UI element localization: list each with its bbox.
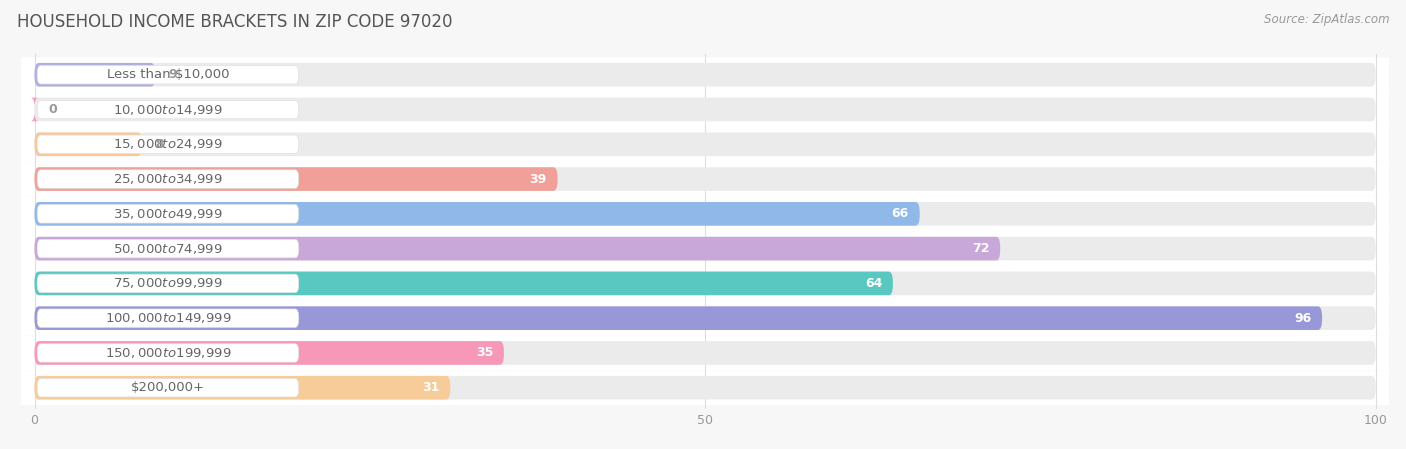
Text: 31: 31	[422, 381, 440, 394]
Text: 9: 9	[169, 68, 177, 81]
Text: $200,000+: $200,000+	[131, 381, 205, 394]
FancyBboxPatch shape	[37, 309, 298, 327]
FancyBboxPatch shape	[37, 135, 298, 154]
FancyBboxPatch shape	[37, 100, 298, 119]
Text: $100,000 to $149,999: $100,000 to $149,999	[104, 311, 231, 325]
Text: $75,000 to $99,999: $75,000 to $99,999	[112, 277, 222, 291]
Text: Source: ZipAtlas.com: Source: ZipAtlas.com	[1264, 13, 1389, 26]
Text: 66: 66	[891, 207, 908, 220]
FancyBboxPatch shape	[21, 127, 1389, 162]
FancyBboxPatch shape	[35, 63, 155, 87]
FancyBboxPatch shape	[35, 98, 1375, 121]
FancyBboxPatch shape	[21, 231, 1389, 266]
FancyBboxPatch shape	[35, 341, 503, 365]
Text: 0: 0	[48, 103, 56, 116]
FancyBboxPatch shape	[35, 306, 1375, 330]
FancyBboxPatch shape	[35, 132, 142, 156]
FancyBboxPatch shape	[37, 170, 298, 188]
FancyBboxPatch shape	[35, 132, 1375, 156]
FancyBboxPatch shape	[35, 306, 1322, 330]
FancyBboxPatch shape	[35, 167, 558, 191]
FancyBboxPatch shape	[21, 301, 1389, 335]
FancyBboxPatch shape	[37, 205, 298, 223]
FancyBboxPatch shape	[21, 162, 1389, 197]
FancyBboxPatch shape	[35, 272, 1375, 295]
FancyBboxPatch shape	[35, 237, 1375, 260]
FancyBboxPatch shape	[35, 237, 1000, 260]
Text: HOUSEHOLD INCOME BRACKETS IN ZIP CODE 97020: HOUSEHOLD INCOME BRACKETS IN ZIP CODE 97…	[17, 13, 453, 31]
FancyBboxPatch shape	[35, 341, 1375, 365]
Text: $150,000 to $199,999: $150,000 to $199,999	[104, 346, 231, 360]
Text: $35,000 to $49,999: $35,000 to $49,999	[112, 207, 222, 221]
FancyBboxPatch shape	[35, 202, 1375, 226]
Text: 96: 96	[1294, 312, 1312, 325]
Text: 35: 35	[475, 347, 494, 360]
Text: $25,000 to $34,999: $25,000 to $34,999	[112, 172, 222, 186]
FancyBboxPatch shape	[21, 57, 1389, 92]
FancyBboxPatch shape	[21, 197, 1389, 231]
FancyBboxPatch shape	[37, 239, 298, 258]
FancyBboxPatch shape	[21, 335, 1389, 370]
FancyBboxPatch shape	[21, 370, 1389, 405]
FancyBboxPatch shape	[35, 167, 1375, 191]
Text: $15,000 to $24,999: $15,000 to $24,999	[112, 137, 222, 151]
Text: $10,000 to $14,999: $10,000 to $14,999	[112, 102, 222, 117]
FancyBboxPatch shape	[37, 66, 298, 84]
FancyBboxPatch shape	[21, 92, 1389, 127]
Text: $50,000 to $74,999: $50,000 to $74,999	[112, 242, 222, 255]
FancyBboxPatch shape	[35, 63, 1375, 87]
Text: 72: 72	[972, 242, 990, 255]
FancyBboxPatch shape	[21, 266, 1389, 301]
Text: 8: 8	[155, 138, 165, 151]
FancyBboxPatch shape	[35, 202, 920, 226]
Text: Less than $10,000: Less than $10,000	[107, 68, 229, 81]
FancyBboxPatch shape	[37, 379, 298, 397]
FancyBboxPatch shape	[35, 272, 893, 295]
FancyBboxPatch shape	[31, 98, 38, 121]
FancyBboxPatch shape	[37, 344, 298, 362]
FancyBboxPatch shape	[35, 376, 1375, 400]
FancyBboxPatch shape	[37, 274, 298, 293]
FancyBboxPatch shape	[35, 376, 450, 400]
Text: 39: 39	[530, 172, 547, 185]
Text: 64: 64	[865, 277, 882, 290]
